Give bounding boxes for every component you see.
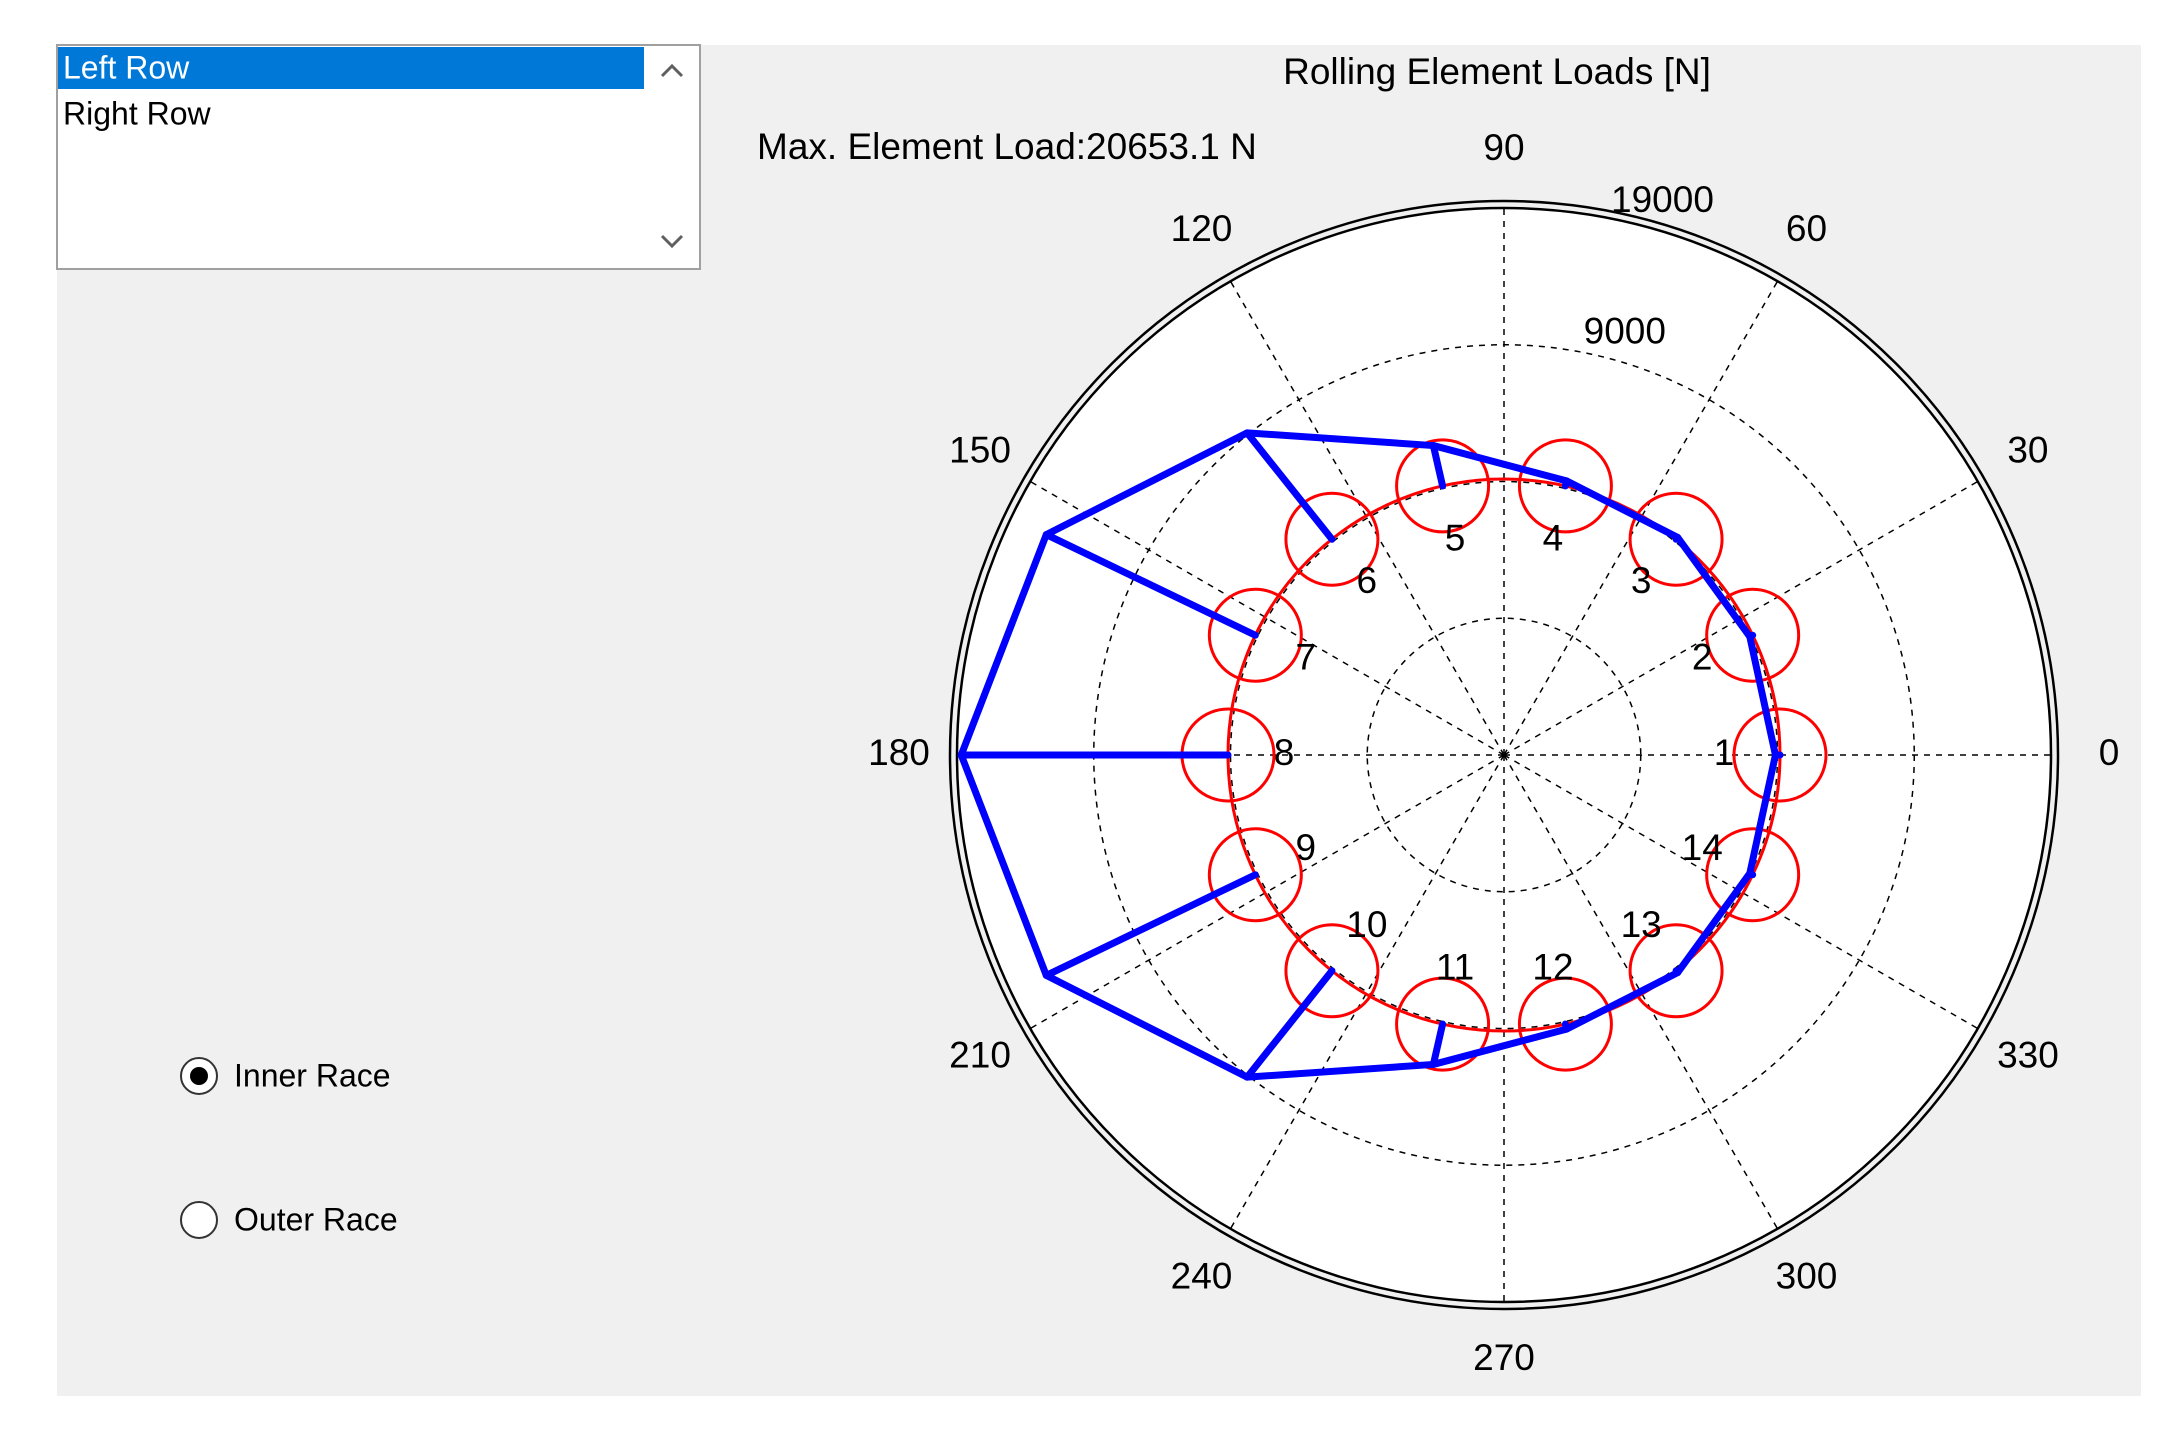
list-item[interactable]: Left Row [63,49,190,85]
rolling-element [1395,976,1491,1072]
load-spoke [1042,871,1259,979]
radio-group: Inner Race Outer Race [180,1057,398,1239]
theta-tick-label: 240 [1171,1256,1233,1297]
theta-tick-label: 120 [1171,208,1233,249]
selected-row [58,47,644,89]
element-label: 12 [1532,946,1573,987]
load-spoke [1243,429,1336,543]
theta-tick-label: 300 [1776,1256,1838,1297]
theta-tick-label: 30 [2007,429,2048,470]
load-polygon [957,429,1779,1081]
element-label: 4 [1543,517,1564,558]
chart-title: Rolling Element Loads [N] [1283,51,1711,92]
list-item[interactable]: Right Row [63,95,212,131]
element-label: 13 [1621,904,1662,945]
polar-plot: 9000190000306090120150180210240270300330… [868,127,2119,1378]
theta-tick-label: 0 [2099,732,2120,773]
load-spoke [1429,1020,1447,1068]
radio-button[interactable] [180,1201,218,1239]
annotation: Max. Element Load:20653.1 N [757,126,1257,167]
element-label: 11 [1436,946,1474,987]
element-label: 3 [1631,560,1652,601]
theta-tick-label: 60 [1786,208,1827,249]
listbox[interactable]: Left Row Right Row [56,44,701,270]
rolling-element [1517,438,1613,534]
theta-tick-label: 90 [1483,127,1524,168]
theta-tick-label: 180 [868,732,930,773]
scroll-up-arrow[interactable] [660,63,684,78]
element-label: 10 [1346,904,1387,945]
outer-ring [955,206,2053,1304]
element-label: 9 [1295,827,1316,868]
element-label: 5 [1445,517,1466,558]
rolling-element [1284,491,1380,587]
load-spoke [1042,531,1259,639]
element-label: 7 [1295,636,1316,677]
outer-frame [948,199,2060,1311]
load-spoke [1429,442,1447,490]
r-tick-label: 9000 [1584,311,1666,352]
rolling-element [1705,587,1801,683]
element-label: 14 [1682,827,1723,868]
theta-tick-label: 210 [949,1034,1011,1075]
radio-dot [190,1067,208,1085]
scrollbar[interactable] [645,46,699,268]
theta-tick-label: 330 [1997,1034,2059,1075]
rolling-element [1395,438,1491,534]
radio-label[interactable]: Outer Race [234,1201,398,1237]
r-tick-label: 19000 [1611,179,1714,220]
rolling-element [1284,923,1380,1019]
load-spoke [1243,967,1336,1081]
rolling-element [1628,923,1724,1019]
rolling-element [1628,491,1724,587]
rolling-element [1732,707,1828,803]
radio-label[interactable]: Inner Race [234,1057,391,1093]
rolling-element [1207,587,1303,683]
element-label: 8 [1274,732,1295,773]
element-label: 6 [1357,560,1378,601]
rolling-element [1705,827,1801,923]
element-label: 1 [1714,732,1735,773]
theta-tick-label: 270 [1473,1337,1535,1378]
rolling-element [1517,976,1613,1072]
scroll-down-arrow[interactable] [660,234,684,249]
rolling-element [1207,827,1303,923]
element-label: 2 [1692,636,1713,677]
theta-tick-label: 150 [949,429,1011,470]
